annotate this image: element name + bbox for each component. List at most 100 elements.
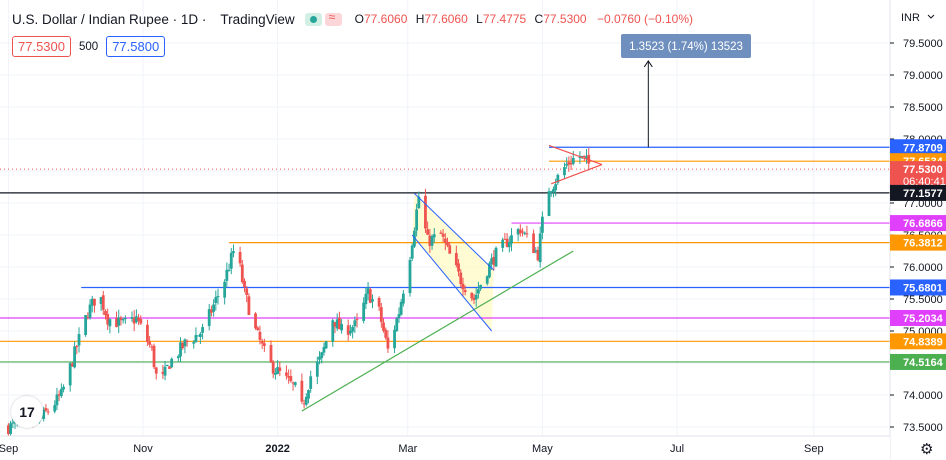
candle <box>258 325 262 345</box>
ohlc-readout: O77.6060 H77.6060 L77.4775 C77.5300 −0.0… <box>355 12 693 26</box>
candle-body <box>75 346 79 348</box>
candle <box>382 318 385 333</box>
brand-label: TradingView <box>220 11 295 27</box>
candle-body <box>371 299 374 302</box>
candle <box>505 233 509 248</box>
candle <box>134 309 138 324</box>
close-label: C <box>534 12 544 26</box>
candle <box>196 335 200 337</box>
symbol-title[interactable]: U.S. Dollar / Indian Rupee · 1D · <box>12 11 207 27</box>
candle <box>395 316 399 332</box>
candle-body <box>554 184 558 191</box>
chart-header: U.S. Dollar / Indian Rupee · 1D · Tradin… <box>12 8 693 30</box>
candle-body <box>42 409 46 419</box>
candle <box>99 296 103 311</box>
buy-price-button[interactable]: 77.5800 <box>106 36 166 57</box>
sell-price-button[interactable]: 77.5300 <box>12 36 71 57</box>
candle <box>585 148 588 164</box>
candle-body <box>432 234 436 238</box>
candle-body <box>536 249 540 261</box>
candle-body <box>364 293 368 305</box>
candle <box>507 236 511 253</box>
candle <box>518 224 522 237</box>
candle <box>176 354 180 362</box>
candle <box>351 325 355 339</box>
candle <box>443 233 447 251</box>
candle-body <box>547 191 551 217</box>
candle-body <box>223 281 227 298</box>
candle <box>271 360 275 379</box>
time-axis-background <box>0 436 890 460</box>
candle-body <box>582 155 586 157</box>
currency-label: INR <box>901 12 920 24</box>
candle <box>207 304 211 331</box>
candle <box>165 364 169 367</box>
tradingview-logo-icon[interactable]: 17 <box>11 396 43 428</box>
candle <box>240 260 244 284</box>
price-level-tag-label: 76.6866 <box>903 218 943 230</box>
candle <box>536 246 540 262</box>
low-value: 77.4775 <box>482 12 527 26</box>
candle <box>229 247 233 275</box>
projection-arrowhead <box>643 60 653 68</box>
candle <box>446 237 449 248</box>
price-level-tag: 74.8389 <box>890 333 946 350</box>
candle <box>474 287 478 307</box>
candle-body <box>340 324 343 331</box>
price-level-tag: 77.8709 <box>890 139 946 156</box>
price-level-tag-box <box>890 309 946 326</box>
close-value: 77.5300 <box>543 12 587 26</box>
price-level-tag: 75.6801 <box>890 279 946 296</box>
candle <box>485 275 489 286</box>
order-size[interactable]: 500 <box>79 40 99 53</box>
candle-body <box>393 329 396 349</box>
candle-body <box>46 411 50 413</box>
candle-body <box>472 297 476 300</box>
price-tick-label: 79.5000 <box>903 38 943 50</box>
time-tick-label: 2022 <box>265 443 289 455</box>
candle-body <box>521 231 524 233</box>
price-level-tag-box <box>890 333 946 350</box>
candle <box>371 294 374 309</box>
price-level-tag-label: 77.5300 <box>903 164 943 176</box>
candle-body <box>192 342 196 344</box>
candle-body <box>285 372 288 376</box>
candle-body <box>262 343 266 346</box>
candle <box>86 312 90 320</box>
candle-body <box>382 322 385 331</box>
candle-body <box>212 304 216 312</box>
candle-body <box>571 157 575 164</box>
candle-body <box>426 229 430 235</box>
candle-body <box>152 345 156 368</box>
candle <box>146 319 149 346</box>
candle <box>428 228 432 253</box>
candle-body <box>117 317 121 326</box>
support-trendline <box>301 250 574 412</box>
candle <box>470 292 474 302</box>
candle <box>540 211 544 240</box>
candle <box>353 316 357 333</box>
candle-body <box>273 372 277 375</box>
candle-body <box>194 335 198 343</box>
time-tick-label: Sep <box>804 443 824 455</box>
candle-body <box>198 333 202 337</box>
candle <box>477 281 480 299</box>
candle <box>364 287 368 310</box>
candle <box>106 308 110 330</box>
price-level-tag-label: 77.1577 <box>903 188 943 200</box>
candle-body <box>77 334 81 346</box>
candle-body <box>355 319 359 321</box>
candle <box>119 315 123 326</box>
candle-body <box>258 331 262 340</box>
candle <box>123 315 127 324</box>
candle-body <box>379 307 383 322</box>
candle <box>77 327 81 353</box>
candle-body <box>428 235 432 246</box>
price-level-tag-label: 77.8709 <box>903 142 943 154</box>
candle <box>362 297 366 324</box>
candle-body <box>287 376 291 378</box>
gear-icon[interactable]: ⚙ <box>920 441 934 458</box>
candle-body <box>106 314 110 325</box>
